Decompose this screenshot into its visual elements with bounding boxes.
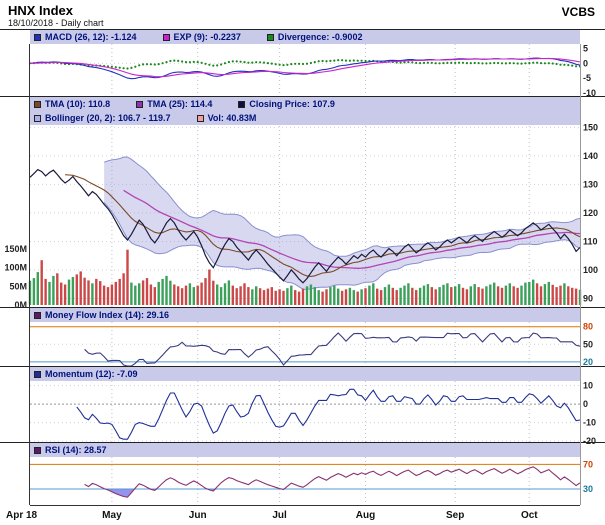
mfi-legend-item: Money Flow Index (14): 29.16 (34, 310, 169, 320)
price-legend-row1: TMA (10): 110.8 TMA (25): 114.4 Closing … (34, 97, 361, 111)
volume-legend-item: Vol: 40.83M (196, 113, 257, 123)
macd-legend-bar: MACD (26, 12): -1.124 EXP (9): -0.2237 D… (30, 30, 580, 44)
momentum-panel (30, 388, 581, 440)
svg-text:0M: 0M (14, 300, 27, 310)
mfi-legend-bar: Money Flow Index (14): 29.16 (30, 308, 580, 322)
closing-price-legend-label: Closing Price: 107.9 (249, 99, 335, 109)
svg-text:-5: -5 (583, 73, 591, 83)
closing-price-legend-item: Closing Price: 107.9 (238, 99, 335, 109)
mfi-swatch (34, 311, 41, 319)
momentum-legend-label: Momentum (12): -7.09 (45, 369, 138, 379)
svg-text:70: 70 (583, 459, 593, 469)
svg-text:120: 120 (583, 208, 598, 218)
x-axis-labels: Apr 18 May Jun Jul Aug Sep Oct (6, 510, 538, 521)
axis-labels: 50-5-1015014013012011010090805020100-10-… (4, 44, 598, 495)
price-legend-row2: Bollinger (20, 2): 106.7 - 119.7 Vol: 40… (34, 111, 282, 125)
divergence-legend-item: Divergence: -0.9002 (266, 32, 363, 42)
momentum-legend-bar: Momentum (12): -7.09 (30, 367, 580, 381)
exp-legend-label: EXP (9): -0.2237 (173, 32, 241, 42)
mfi-legend-label: Money Flow Index (14): 29.16 (45, 310, 170, 320)
svg-text:Apr 18: Apr 18 (6, 510, 38, 521)
rsi-panel (30, 463, 581, 498)
exp-legend-item: EXP (9): -0.2237 (162, 32, 241, 42)
momentum-swatch (34, 370, 41, 378)
rsi-legend-bar: RSI (14): 28.57 (30, 443, 580, 457)
rsi-legend-label: RSI (14): 28.57 (45, 445, 107, 455)
volume-swatch (196, 114, 204, 122)
macd-legend-label: MACD (26, 12): -1.124 (45, 32, 137, 42)
svg-text:100M: 100M (4, 263, 27, 273)
tma25-swatch (136, 100, 144, 108)
svg-text:Jul: Jul (272, 510, 287, 521)
price-panel (29, 156, 581, 291)
svg-text:130: 130 (583, 179, 598, 189)
closing-price-swatch (238, 100, 246, 108)
bollinger-legend-label: Bollinger (20, 2): 106.7 - 119.7 (45, 113, 171, 123)
tma10-legend-item: TMA (10): 110.8 (34, 99, 110, 109)
tma25-legend-label: TMA (25): 114.4 (147, 99, 213, 109)
svg-text:0: 0 (583, 399, 588, 409)
svg-text:140: 140 (583, 151, 598, 161)
svg-text:50M: 50M (9, 281, 27, 291)
panel-backgrounds (30, 44, 580, 505)
svg-text:50: 50 (583, 339, 593, 349)
svg-text:30: 30 (583, 484, 593, 494)
svg-text:-20: -20 (583, 436, 596, 446)
svg-text:0: 0 (583, 58, 588, 68)
page-title: HNX Index (8, 3, 74, 18)
divergence-legend-label: Divergence: -0.9002 (277, 32, 363, 42)
bollinger-swatch (34, 114, 41, 122)
exp-swatch (162, 33, 170, 41)
svg-text:90: 90 (583, 293, 593, 303)
svg-text:-10: -10 (583, 418, 596, 428)
svg-text:Jun: Jun (189, 510, 207, 521)
macd-panel (28, 57, 582, 80)
svg-text:80: 80 (583, 322, 593, 332)
bollinger-legend-item: Bollinger (20, 2): 106.7 - 119.7 (34, 113, 171, 123)
divergence-swatch (266, 33, 274, 41)
frame-lines (0, 29, 605, 506)
svg-text:150M: 150M (4, 244, 27, 254)
svg-text:100: 100 (583, 265, 598, 275)
svg-text:Aug: Aug (356, 510, 375, 521)
svg-text:-10: -10 (583, 88, 596, 98)
chart-subtitle: 18/10/2018 - Daily chart (8, 18, 104, 28)
rsi-swatch (34, 446, 41, 454)
svg-text:10: 10 (583, 381, 593, 391)
momentum-legend-item: Momentum (12): -7.09 (34, 369, 138, 379)
mfi-panel (30, 326, 581, 367)
tma25-legend-item: TMA (25): 114.4 (136, 99, 212, 109)
macd-legend-item: MACD (26, 12): -1.124 (34, 32, 137, 42)
tma10-legend-label: TMA (10): 110.8 (45, 99, 111, 109)
svg-text:Oct: Oct (521, 510, 538, 521)
brand-logo: VCBS (561, 5, 595, 19)
svg-text:May: May (102, 510, 122, 521)
rsi-legend-item: RSI (14): 28.57 (34, 445, 107, 455)
svg-text:20: 20 (583, 357, 593, 367)
svg-text:150: 150 (583, 122, 598, 132)
volume-legend-label: Vol: 40.83M (207, 113, 257, 123)
price-legend-bar: TMA (10): 110.8 TMA (25): 114.4 Closing … (30, 97, 580, 125)
svg-text:5: 5 (583, 44, 588, 54)
tma10-swatch (34, 100, 41, 108)
svg-text:110: 110 (583, 236, 598, 246)
svg-text:Sep: Sep (446, 510, 464, 521)
macd-swatch (34, 33, 41, 41)
